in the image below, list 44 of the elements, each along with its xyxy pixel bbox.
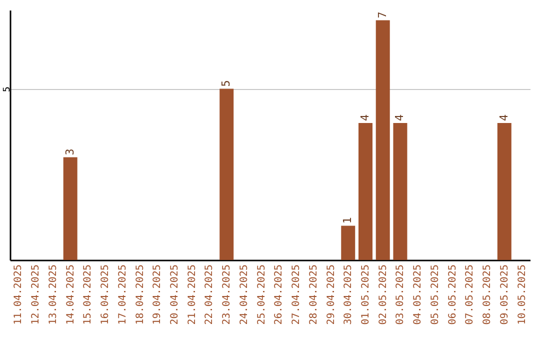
- x-tick-label: 09.05.2025: [499, 264, 510, 325]
- x-tick-label: 04.05.2025: [412, 264, 424, 325]
- x-tick-label: 06.05.2025: [447, 264, 458, 325]
- x-tick-label: 14.04.2025: [65, 264, 76, 325]
- x-tick-label: 13.04.2025: [48, 264, 59, 325]
- x-tick-label: 22.04.2025: [204, 264, 216, 325]
- x-tick-label: 12.04.2025: [30, 264, 42, 325]
- bar: [63, 157, 78, 260]
- x-tick-label: 15.04.2025: [82, 264, 94, 325]
- x-tick-label: 02.05.2025: [378, 264, 389, 325]
- x-tick-label: 07.05.2025: [464, 264, 476, 325]
- x-tick-label: 27.04.2025: [291, 264, 302, 325]
- bar: [376, 20, 390, 260]
- x-tick-label: 21.04.2025: [186, 264, 198, 325]
- bar: [393, 123, 408, 260]
- x-tick-label: 01.05.2025: [360, 264, 372, 325]
- data-label: 7: [376, 12, 389, 18]
- x-tick-label: 25.04.2025: [256, 264, 268, 325]
- data-label: 1: [341, 217, 354, 224]
- x-tick-label: 18.04.2025: [134, 264, 146, 325]
- x-tick-label: 05.05.2025: [430, 264, 441, 325]
- data-label: 4: [497, 114, 510, 122]
- x-tick-label: 23.04.2025: [222, 264, 233, 325]
- x-tick-label: 19.04.2025: [152, 264, 164, 325]
- bar: [220, 88, 234, 260]
- x-tick-label: 24.04.2025: [238, 264, 250, 325]
- x-tick-label: 10.05.2025: [516, 264, 528, 325]
- x-tick-label: 03.05.2025: [395, 264, 406, 325]
- x-tick-label: 28.04.2025: [308, 264, 320, 325]
- bar: [341, 226, 356, 260]
- data-label: 4: [358, 114, 372, 122]
- data-label: 3: [63, 148, 76, 156]
- x-tick-label: 26.04.2025: [274, 264, 285, 325]
- bar: [497, 123, 512, 260]
- x-tick-label: 11.04.2025: [13, 264, 24, 325]
- data-label: 4: [393, 114, 406, 122]
- x-tick-label: 20.04.2025: [170, 264, 181, 325]
- x-tick-label: 29.04.2025: [326, 264, 337, 325]
- bar: [358, 123, 372, 260]
- x-tick-label: 30.04.2025: [343, 264, 354, 325]
- x-tick-label: 17.04.2025: [117, 264, 128, 325]
- data-label: 5: [220, 80, 233, 87]
- x-tick-label: 08.05.2025: [482, 264, 494, 325]
- x-tick-label: 16.04.2025: [100, 264, 112, 325]
